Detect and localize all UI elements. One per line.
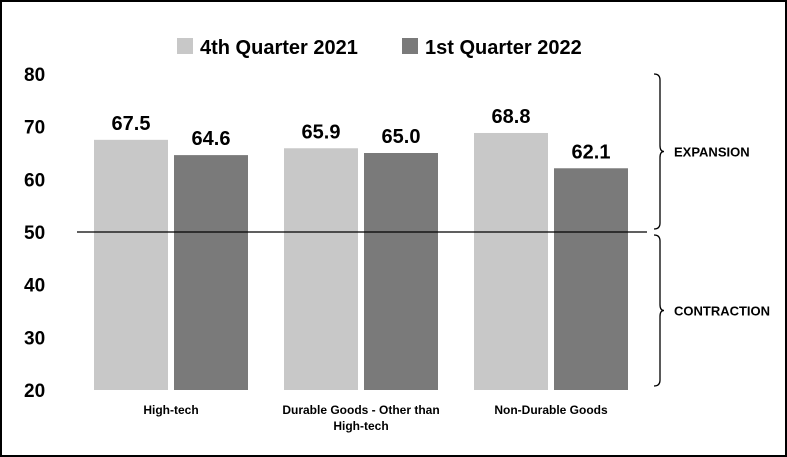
value-label-durable-goods-other-than-high-tech-1st-quarter-2022: 65.0 (382, 126, 421, 148)
bar-non-durable-goods-4th-quarter-2021 (474, 132, 548, 390)
value-label-non-durable-goods-1st-quarter-2022: 62.1 (572, 141, 611, 163)
category-label-high-tech: High-tech (143, 403, 198, 417)
annotation-braces: EXPANSION CONTRACTION (653, 73, 770, 387)
value-labels: 67.5 64.6 65.9 65.0 68.8 62.1 (112, 106, 611, 163)
legend-label-1st-quarter-2022: 1st Quarter 2022 (425, 37, 582, 59)
bars (94, 132, 628, 390)
bar-durable-goods-other-than-high-tech-4th-quarter-2021 (284, 148, 358, 390)
bar-non-durable-goods-1st-quarter-2022 (554, 168, 628, 390)
y-tick-label-70: 70 (24, 118, 45, 139)
legend-swatch-1st-quarter-2022 (402, 38, 418, 54)
y-tick-label-20: 20 (24, 381, 45, 402)
y-axis-ticks: 80 70 60 50 40 30 20 (24, 65, 45, 402)
value-label-high-tech-1st-quarter-2022: 64.6 (192, 128, 231, 150)
value-label-high-tech-4th-quarter-2021: 67.5 (112, 113, 151, 135)
category-labels: High-tech Durable Goods - Other than High-… (143, 403, 608, 433)
y-tick-label-40: 40 (24, 276, 45, 297)
value-label-durable-goods-other-than-high-tech-4th-quarter-2021: 65.9 (302, 121, 341, 143)
brace-contraction (653, 234, 665, 387)
brace-label-contraction: CONTRACTION (674, 304, 770, 319)
bar-durable-goods-other-than-high-tech-1st-quarter-2022 (364, 153, 438, 390)
brace-label-expansion: EXPANSION (674, 145, 750, 160)
category-label-durable-goods-other-than-high-tech: Durable Goods - Other than High-tech (282, 403, 439, 433)
legend-label-4th-quarter-2021: 4th Quarter 2021 (200, 37, 358, 59)
y-tick-label-30: 30 (24, 328, 45, 349)
legend-swatch-4th-quarter-2021 (177, 38, 193, 54)
y-tick-label-50: 50 (24, 223, 45, 244)
legend: 4th Quarter 2021 1st Quarter 2022 (177, 37, 582, 59)
brace-expansion (653, 73, 665, 230)
value-label-non-durable-goods-4th-quarter-2021: 68.8 (492, 106, 531, 128)
bar-high-tech-1st-quarter-2022 (174, 155, 248, 390)
y-tick-label-80: 80 (24, 65, 45, 86)
bar-high-tech-4th-quarter-2021 (94, 139, 168, 390)
y-tick-label-60: 60 (24, 170, 45, 191)
category-label-non-durable-goods: Non-Durable Goods (494, 403, 608, 417)
